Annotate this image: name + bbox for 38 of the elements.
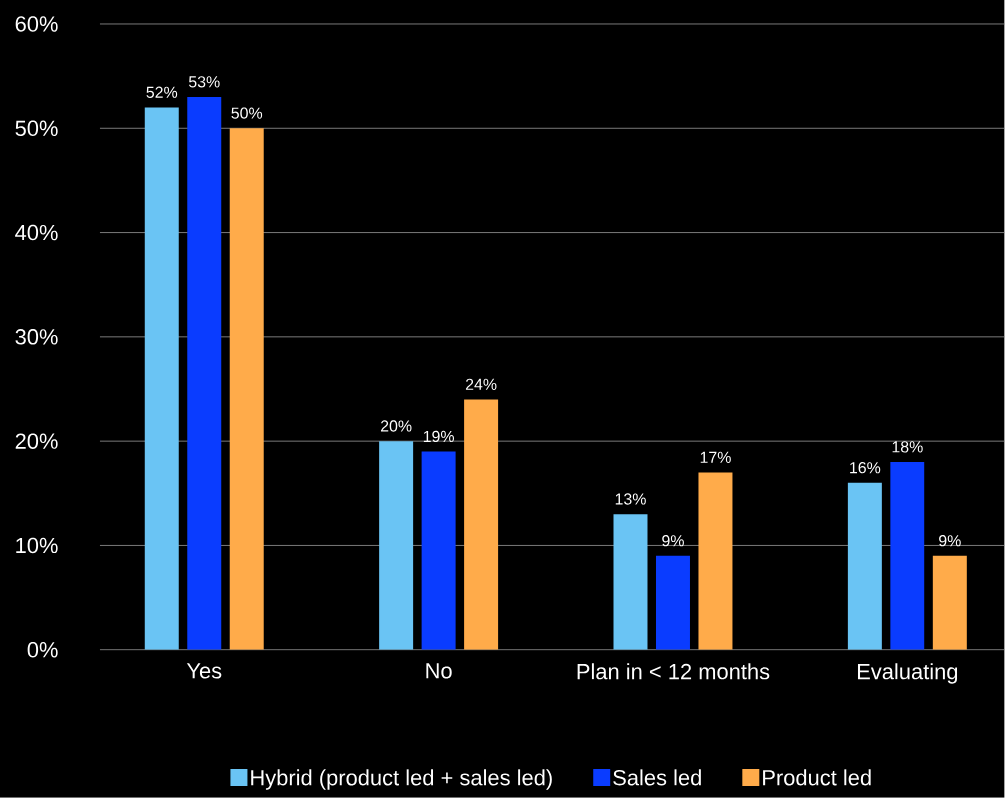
y-tick-label: 10% xyxy=(16,537,58,554)
bar xyxy=(187,97,222,650)
bar xyxy=(847,483,882,650)
bar xyxy=(421,451,456,650)
y-tick-label: 60% xyxy=(15,16,58,32)
legend-label: Product led xyxy=(763,769,871,786)
bar xyxy=(932,556,967,650)
y-tick-label: 30% xyxy=(15,329,58,345)
bar xyxy=(464,399,499,650)
x-tick-label: No xyxy=(426,663,452,679)
data-label: 13% xyxy=(615,493,646,505)
bar xyxy=(613,514,648,650)
data-label: 50% xyxy=(231,107,263,119)
bar xyxy=(655,556,690,650)
legend-label: Sales led xyxy=(613,769,701,786)
bar xyxy=(144,107,179,650)
data-label: 17% xyxy=(700,451,731,464)
y-tick-label: 40% xyxy=(15,224,58,241)
data-label: 9% xyxy=(939,535,961,547)
x-tick-label: Yes xyxy=(186,663,222,679)
x-tick-label: Evaluating xyxy=(857,663,958,684)
legend-label: Hybrid (product led + sales led) xyxy=(251,769,552,790)
data-label: 16% xyxy=(850,462,881,474)
data-label: 9% xyxy=(662,535,684,547)
data-label: 24% xyxy=(465,378,497,391)
y-tick-label: 50% xyxy=(15,120,58,137)
y-tick-label: 0% xyxy=(27,642,58,658)
bar xyxy=(229,128,264,650)
data-label: 52% xyxy=(146,86,178,99)
bar xyxy=(890,462,925,650)
data-label: 18% xyxy=(892,441,923,453)
bar xyxy=(698,472,733,650)
bar xyxy=(379,441,414,650)
data-label: 20% xyxy=(380,420,412,432)
data-label: 19% xyxy=(423,430,454,443)
data-label: 53% xyxy=(188,76,220,88)
x-tick-label: Plan in < 12 months xyxy=(577,663,770,680)
y-tick-label: 20% xyxy=(15,433,58,450)
